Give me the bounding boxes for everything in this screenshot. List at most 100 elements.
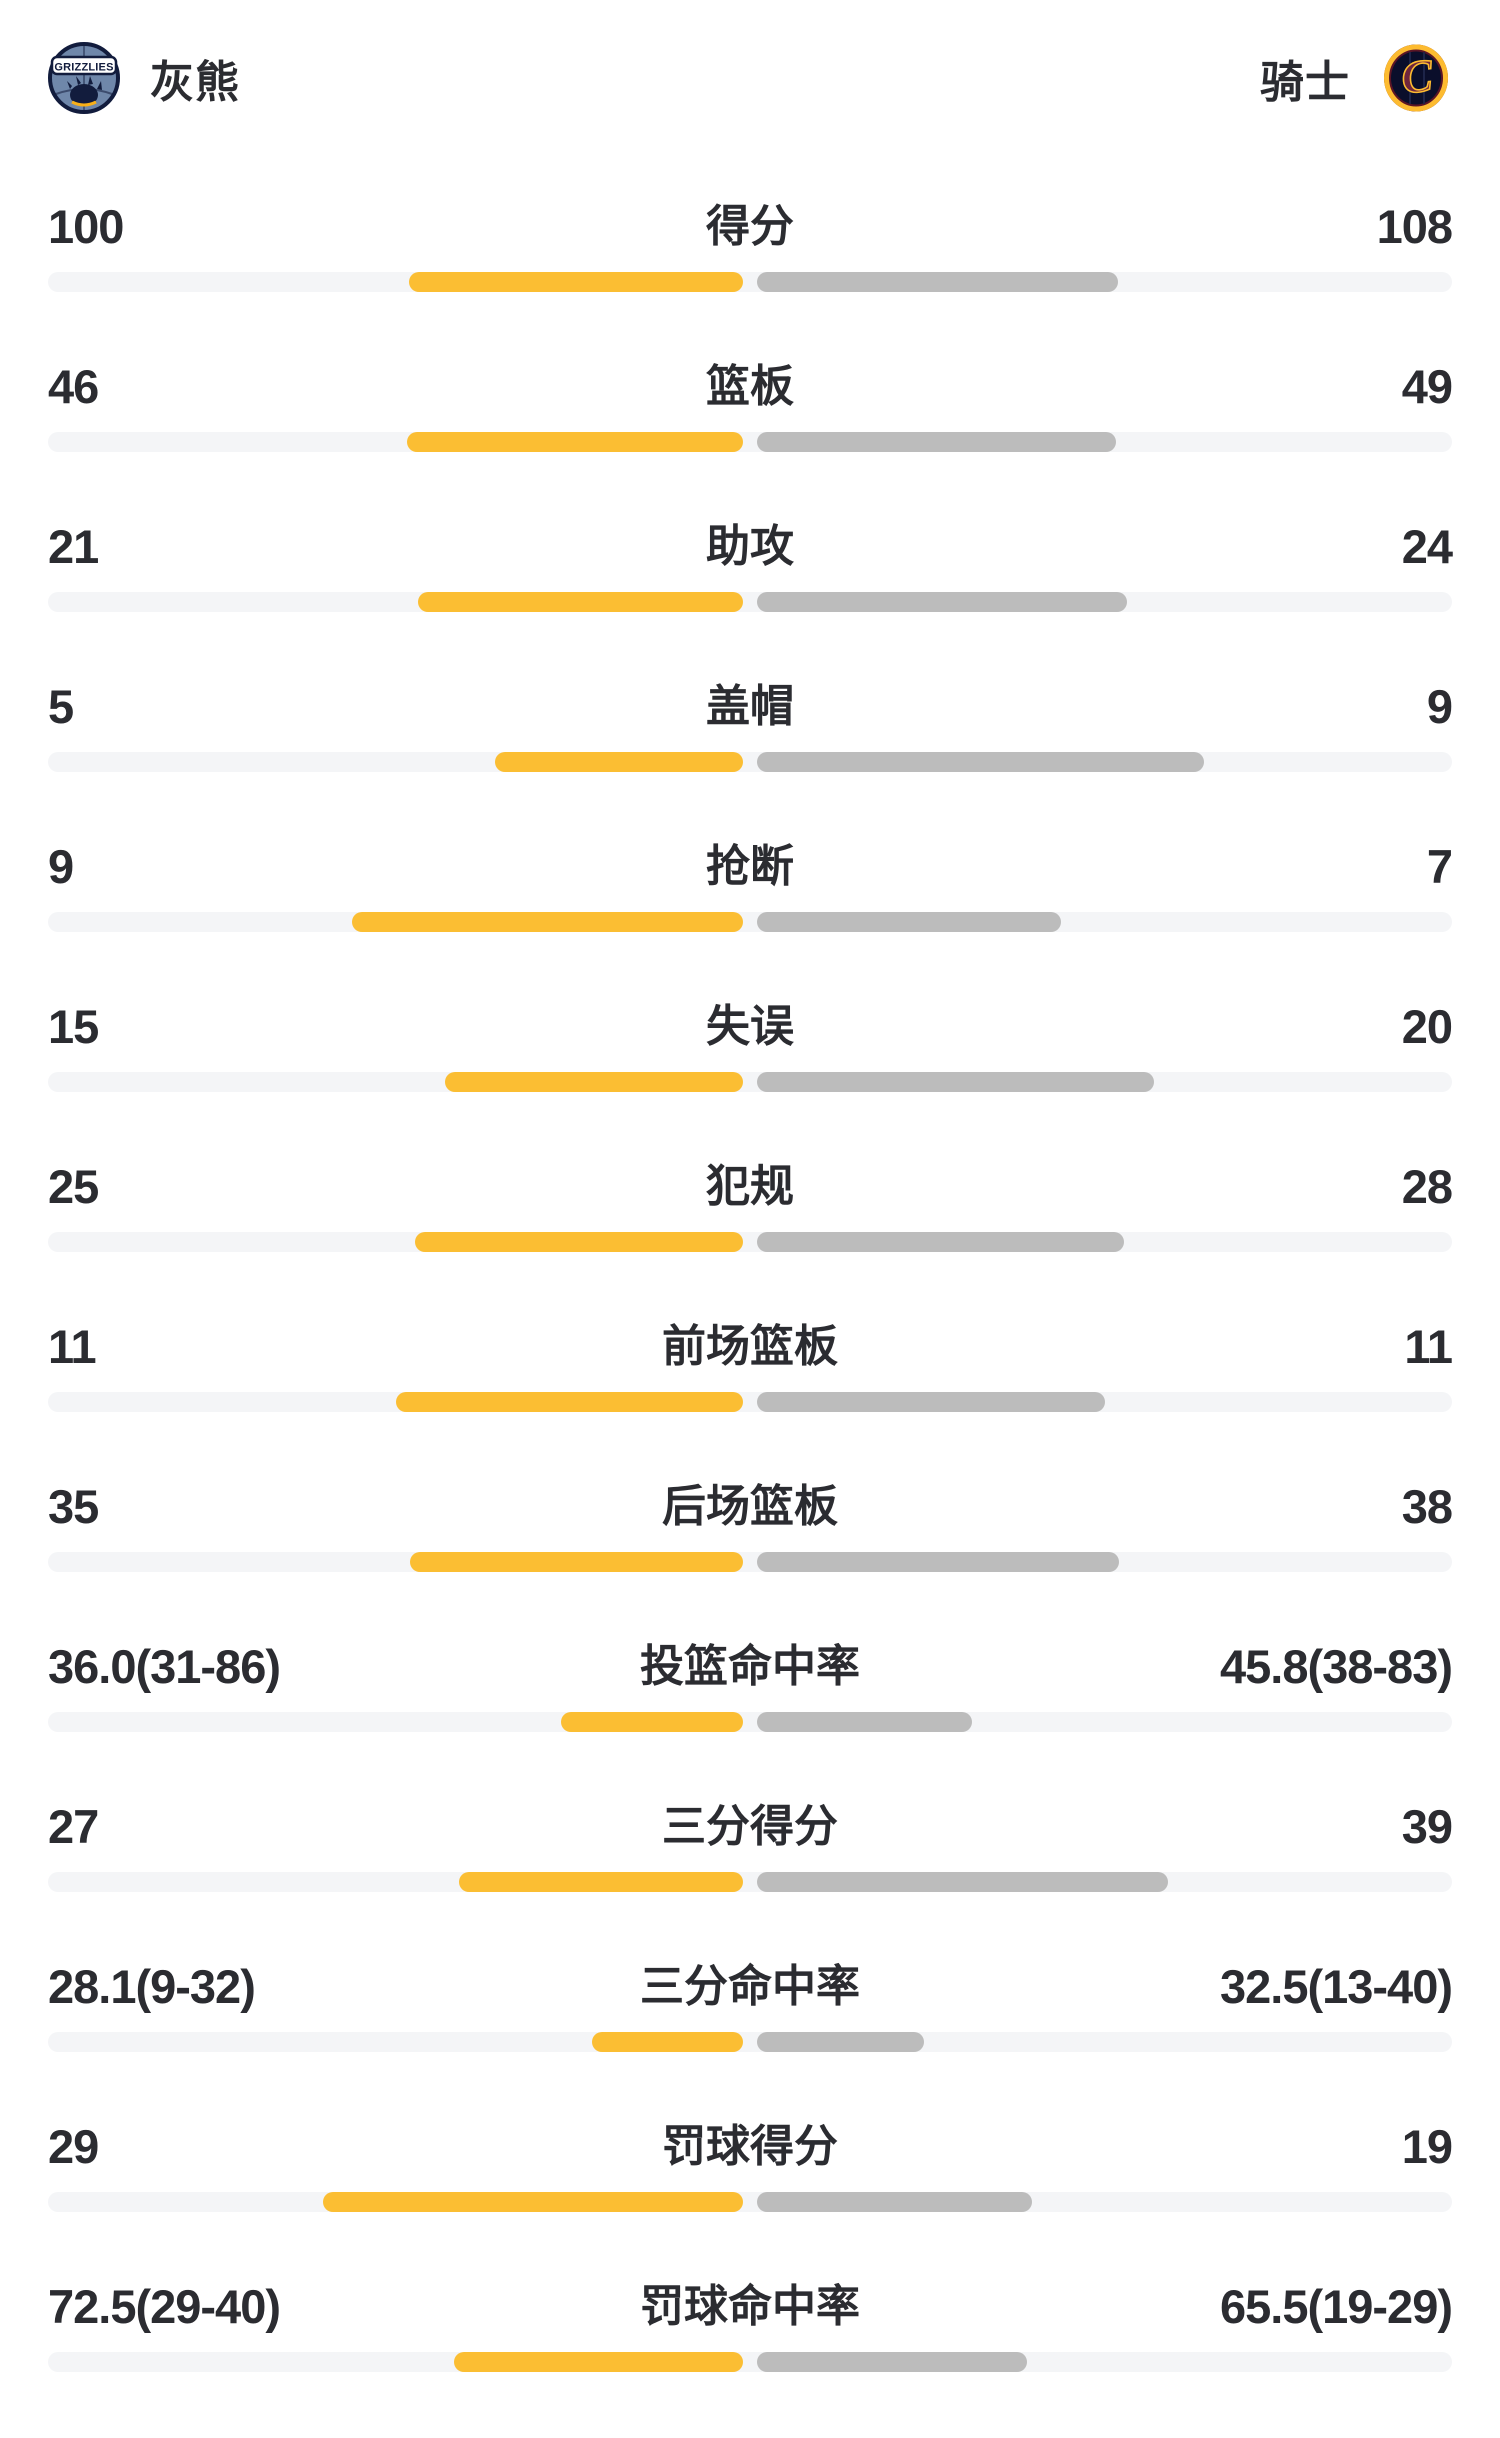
away-bar: [757, 1552, 1120, 1572]
bar-track: [48, 2352, 1452, 2372]
stat-label: 罚球命中率: [640, 2282, 860, 2331]
away-bar: [757, 592, 1128, 612]
stat-label: 前场篮板: [662, 1322, 838, 1371]
stat-label: 三分命中率: [640, 1962, 860, 2011]
away-bar: [757, 2352, 1027, 2372]
stat-row: 28.1(9-32) 三分命中率 32.5(13-40): [48, 1958, 1453, 2118]
stat-label: 盖帽: [706, 682, 794, 731]
home-value: 5: [48, 680, 74, 733]
home-bar: [323, 2192, 743, 2212]
bar-track: [48, 1232, 1452, 1252]
home-value: 29: [48, 2120, 99, 2173]
away-value: 19: [1401, 2120, 1453, 2173]
svg-text:GRIZZLIES: GRIZZLIES: [54, 62, 113, 74]
away-value: 11: [1404, 1320, 1453, 1373]
stat-label: 失误: [706, 1002, 794, 1051]
away-bar: [757, 1072, 1154, 1092]
stat-row: 36.0(31-86) 投篮命中率 45.8(38-83): [48, 1638, 1453, 1798]
away-bar: [757, 1712, 973, 1732]
stat-label: 投篮命中率: [640, 1642, 860, 1691]
home-bar: [410, 1552, 743, 1572]
stats-list: 100 得分 108 46 篮板 49 21 助攻 24: [48, 198, 1453, 2438]
home-value: 36.0(31-86): [48, 1640, 281, 1693]
home-value: 35: [48, 1480, 99, 1533]
bar-track: [48, 912, 1452, 932]
away-bar: [757, 2032, 924, 2052]
home-team-name: 灰熊: [150, 58, 240, 107]
away-bar: [757, 912, 1062, 932]
away-value: 39: [1401, 1800, 1453, 1853]
away-value: 28: [1401, 1160, 1453, 1213]
stat-row: 35 后场篮板 38: [48, 1478, 1453, 1638]
away-value: 9: [1426, 680, 1453, 733]
bar-track: [48, 1552, 1452, 1572]
home-value: 72.5(29-40): [48, 2280, 281, 2333]
stat-label: 罚球得分: [662, 2122, 838, 2171]
header: GRIZZLIES 灰熊 骑士 C: [48, 0, 1452, 116]
home-bar: [395, 1392, 743, 1412]
cavaliers-logo-icon: C: [1384, 44, 1448, 112]
stat-label: 三分得分: [662, 1802, 838, 1851]
stat-row: 29 罚球得分 19: [48, 2118, 1453, 2278]
away-value: 108: [1376, 200, 1453, 253]
stat-row: 21 助攻 24: [48, 518, 1453, 678]
home-team: GRIZZLIES 灰熊: [48, 42, 240, 114]
home-bar: [406, 432, 743, 452]
bar-track: [48, 752, 1452, 772]
away-value: 65.5(19-29): [1220, 2280, 1453, 2333]
bar-track: [48, 1712, 1452, 1732]
away-bar: [757, 2192, 1033, 2212]
bar-track: [48, 2192, 1452, 2212]
home-bar: [458, 1872, 743, 1892]
home-value: 21: [48, 520, 99, 573]
stat-label: 助攻: [706, 522, 794, 571]
away-value: 32.5(13-40): [1220, 1960, 1453, 2013]
home-bar: [591, 2032, 743, 2052]
home-value: 15: [48, 1000, 99, 1053]
home-value: 100: [48, 200, 124, 253]
home-bar: [351, 912, 743, 932]
stat-label: 犯规: [706, 1162, 794, 1211]
stat-label: 篮板: [706, 362, 794, 411]
away-value: 7: [1426, 840, 1453, 893]
bar-track: [48, 1072, 1452, 1092]
home-value: 25: [48, 1160, 99, 1213]
away-bar: [757, 432, 1116, 452]
home-value: 27: [48, 1800, 99, 1853]
home-bar: [414, 1232, 743, 1252]
home-value: 9: [48, 840, 74, 893]
stat-row: 5 盖帽 9: [48, 678, 1453, 838]
away-value: 20: [1401, 1000, 1453, 1053]
away-team-name: 骑士: [1260, 58, 1350, 107]
bar-track: [48, 2032, 1452, 2052]
bar-track: [48, 432, 1452, 452]
home-value: 28.1(9-32): [48, 1960, 256, 2013]
away-bar: [757, 752, 1204, 772]
bar-track: [48, 1872, 1452, 1892]
stat-row: 100 得分 108: [48, 198, 1453, 358]
home-bar: [418, 592, 743, 612]
away-value: 49: [1401, 360, 1453, 413]
stat-label: 抢断: [706, 842, 794, 891]
home-value: 11: [48, 1320, 97, 1373]
stat-row: 72.5(29-40) 罚球命中率 65.5(19-29): [48, 2278, 1453, 2438]
stat-row: 46 篮板 49: [48, 358, 1453, 518]
away-team: 骑士 C: [1260, 42, 1452, 114]
bar-track: [48, 272, 1452, 292]
stat-row: 11 前场篮板 11: [48, 1318, 1453, 1478]
home-bar: [560, 1712, 743, 1732]
stat-row: 15 失误 20: [48, 998, 1453, 1158]
away-bar: [757, 1872, 1168, 1892]
stat-row: 27 三分得分 39: [48, 1798, 1453, 1958]
away-value: 24: [1401, 520, 1453, 573]
bar-track: [48, 1392, 1452, 1412]
away-value: 38: [1401, 1480, 1453, 1533]
grizzlies-logo-icon: GRIZZLIES: [48, 42, 120, 114]
stat-label: 得分: [706, 202, 794, 251]
home-value: 46: [48, 360, 99, 413]
home-bar: [408, 272, 743, 292]
away-bar: [757, 1392, 1105, 1412]
stat-row: 25 犯规 28: [48, 1158, 1453, 1318]
stat-row: 9 抢断 7: [48, 838, 1453, 998]
